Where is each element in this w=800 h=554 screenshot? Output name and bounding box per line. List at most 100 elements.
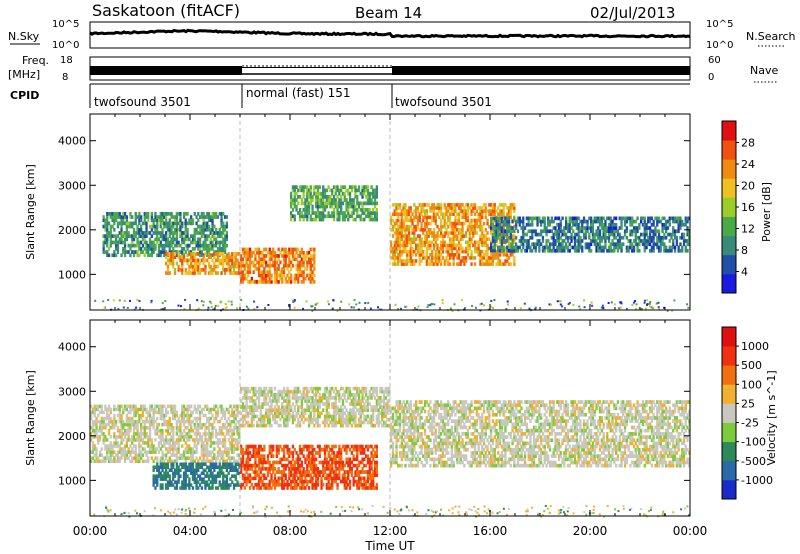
heatmap-cell (479, 221, 482, 226)
heatmap-cell (225, 231, 228, 235)
heatmap-cell (536, 242, 539, 247)
heatmap-cell (245, 460, 248, 465)
heatmap-cell (507, 216, 511, 221)
heatmap-cell (590, 301, 593, 304)
heatmap-cell (470, 224, 473, 229)
heatmap-cell (584, 235, 587, 240)
heatmap-cell (173, 447, 177, 451)
heatmap-cell (311, 247, 314, 252)
heatmap-cell (200, 462, 203, 466)
heatmap-cell (104, 227, 107, 232)
heatmap-cell (245, 276, 248, 281)
heatmap-cell (217, 304, 220, 307)
heatmap-cell (115, 247, 118, 251)
freq-right-tick-bottom: 0 (708, 72, 714, 83)
heatmap-cell (311, 305, 314, 308)
heatmap-cell (611, 239, 614, 243)
heatmap-cell (588, 235, 591, 240)
heatmap-cell (602, 245, 605, 250)
heatmap-cell (491, 235, 495, 240)
heatmap-cell (354, 204, 357, 209)
heatmap-cell (175, 462, 178, 466)
heatmap-cell (583, 306, 586, 309)
heatmap-cell (202, 247, 205, 251)
heatmap-cell (570, 235, 573, 240)
heatmap-cell (331, 188, 334, 193)
heatmap-cell (161, 456, 164, 460)
heatmap-cell (159, 231, 162, 235)
heatmap-cell (91, 422, 95, 427)
heatmap-cell (179, 422, 182, 427)
heatmap-cell (581, 222, 584, 227)
heatmap-cell (127, 438, 130, 442)
heatmap-cell (491, 226, 495, 230)
heatmap-cell (197, 237, 200, 242)
heatmap-cell (175, 447, 178, 451)
heatmap-cell (672, 216, 675, 221)
heatmap-cell (97, 404, 100, 409)
heatmap-cell (229, 444, 232, 448)
heatmap-cell (573, 239, 577, 243)
heatmap-cell (257, 273, 261, 278)
heatmap-cell (584, 229, 587, 234)
heatmap-cell (345, 208, 348, 212)
heatmap-cell (497, 229, 500, 234)
heatmap-cell (261, 482, 264, 487)
heatmap-cell (168, 252, 171, 256)
heatmap-cell (173, 218, 177, 223)
heatmap-cell (329, 204, 332, 209)
heatmap-cell (106, 444, 109, 448)
heatmap-cell (313, 263, 316, 268)
heatmap-cell (677, 219, 680, 224)
heatmap-cell (502, 203, 505, 207)
heatmap-cell (302, 260, 305, 265)
heatmap-cell (107, 447, 111, 451)
heatmap-cell (232, 432, 236, 436)
heatmap-cell (415, 224, 418, 229)
heatmap-cell (563, 229, 566, 234)
heatmap-cell (118, 447, 121, 451)
heatmap-cell (431, 234, 434, 238)
heatmap-cell (402, 228, 405, 232)
heatmap-cell (302, 307, 304, 310)
heatmap-cell (497, 212, 500, 216)
heatmap-cell (417, 305, 420, 308)
heatmap-cell (509, 235, 512, 240)
heatmap-cell (513, 248, 516, 253)
heatmap-cell (172, 441, 175, 445)
heatmap-cell (593, 216, 596, 221)
heatmap-cell (241, 463, 245, 468)
heatmap-cell (270, 273, 273, 278)
heatmap-cell (230, 303, 233, 306)
heatmap-cell (609, 245, 612, 250)
heatmap-cell (659, 219, 662, 224)
heatmap-cell (232, 252, 236, 256)
heatmap-cell (520, 235, 523, 240)
heatmap-cell (507, 229, 511, 234)
heatmap-cell (677, 226, 680, 230)
heatmap-cell (427, 243, 430, 248)
heatmap-cell (218, 474, 221, 478)
heatmap-cell (507, 246, 511, 251)
heatmap-cell (566, 239, 570, 243)
heatmap-cell (207, 261, 211, 266)
heatmap-cell (145, 243, 148, 248)
heatmap-cell (275, 454, 278, 458)
heatmap-cell (438, 256, 441, 260)
heatmap-cell (161, 212, 164, 216)
heatmap-cell (511, 239, 514, 243)
heatmap-cell (429, 304, 432, 307)
heatmap-cell (490, 231, 493, 235)
heatmap-cell (257, 447, 261, 452)
heatmap-cell (241, 273, 245, 278)
heatmap-cell (407, 206, 411, 210)
heatmap-cell (448, 246, 452, 251)
heatmap-cell (215, 429, 218, 433)
heatmap-cell (95, 450, 98, 454)
heatmap-cell (315, 198, 318, 202)
heatmap-cell (218, 240, 221, 245)
heatmap-cell (372, 201, 375, 206)
heatmap-cell (125, 438, 128, 442)
heatmap-cell (211, 450, 214, 454)
heatmap-cell (197, 271, 200, 275)
